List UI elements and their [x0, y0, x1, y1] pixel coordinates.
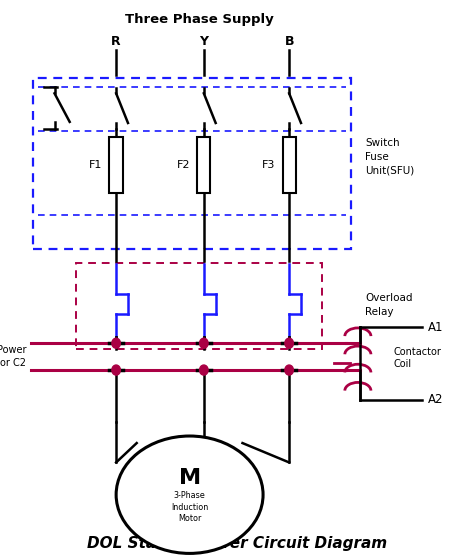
Text: A2: A2 — [428, 393, 443, 406]
Text: Switch
Fuse
Unit(SFU): Switch Fuse Unit(SFU) — [365, 138, 414, 176]
Text: F3: F3 — [262, 160, 275, 170]
Text: Power
Contactor C2: Power Contactor C2 — [0, 345, 26, 368]
Ellipse shape — [116, 436, 263, 553]
Text: A1: A1 — [428, 320, 443, 334]
Circle shape — [112, 365, 120, 375]
Circle shape — [285, 365, 293, 375]
Text: 3-Phase
Induction
Motor: 3-Phase Induction Motor — [171, 491, 208, 523]
Text: Three Phase Supply: Three Phase Supply — [125, 13, 273, 26]
Bar — [33, 78, 351, 249]
Text: Y: Y — [200, 35, 208, 49]
Text: F2: F2 — [177, 160, 190, 170]
Bar — [283, 137, 296, 193]
Bar — [197, 137, 210, 193]
Text: F1: F1 — [89, 160, 102, 170]
Bar — [76, 263, 322, 349]
Text: Contactor
Coil: Contactor Coil — [393, 347, 441, 369]
Bar — [109, 137, 123, 193]
Text: DOL Starter Power Circuit Diagram: DOL Starter Power Circuit Diagram — [87, 536, 387, 551]
Text: B: B — [284, 35, 294, 49]
Text: R: R — [111, 35, 121, 49]
Circle shape — [285, 338, 293, 348]
Text: M: M — [179, 468, 201, 488]
Circle shape — [200, 338, 208, 348]
Text: Overload
Relay: Overload Relay — [365, 293, 412, 316]
Circle shape — [112, 338, 120, 348]
Circle shape — [200, 365, 208, 375]
